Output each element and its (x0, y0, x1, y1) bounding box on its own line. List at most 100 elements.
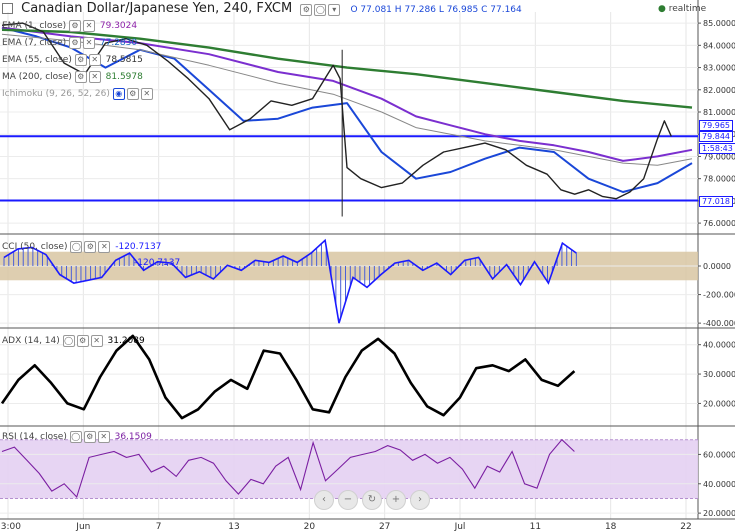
rsi-tick-label: 40.0000 (703, 480, 735, 489)
legend-cci-label: CCI (50, close) (2, 242, 68, 252)
legend-rsi-label: RSI (14, close) (2, 432, 67, 442)
ma200-close-icon[interactable]: ✕ (88, 71, 101, 83)
price-tag-high-label: 79.965 (702, 121, 730, 130)
settings-icon[interactable]: ⚙ (300, 4, 313, 16)
ema7-settings-icon[interactable]: ⚙ (69, 37, 81, 49)
price-tick-label: 79.0000 (703, 152, 735, 161)
cci-tick-label: 0.0000 (703, 262, 731, 271)
low-value: 76.985 (446, 5, 479, 15)
adx-hide-icon[interactable]: ◯ (62, 335, 75, 347)
ema1-settings-icon[interactable]: ⚙ (69, 20, 81, 32)
cci-close-icon[interactable]: ✕ (98, 241, 111, 253)
scroll-right-button[interactable]: › (410, 490, 430, 510)
rsi-close-icon[interactable]: ✕ (97, 431, 110, 443)
x-tick-label: 7 (156, 522, 162, 531)
collapse-icon[interactable] (2, 3, 13, 14)
price-tick-label: 82.0000 (703, 86, 735, 95)
low-key: L (438, 5, 444, 15)
x-tick-label: Jun (75, 522, 90, 531)
price-series-price (1, 22, 672, 200)
chart-header: Canadian Dollar/Japanese Yen, 240, FXCM … (2, 1, 522, 16)
x-tick-label: 27 (379, 522, 390, 531)
legend-ichimoku[interactable]: Ichimoku (9, 26, 52, 26) ◉ ⚙ ✕ (2, 88, 155, 100)
legend-rsi-value: 36.1509 (114, 432, 152, 442)
price-tag-low: 77.018 (699, 196, 733, 207)
legend-ema1[interactable]: EMA (1, close) ⚙ ✕ 79.3024 (2, 20, 137, 32)
legend-ema7[interactable]: EMA (7, close) ⚙ ✕ 77.2830 (2, 37, 137, 49)
legend-ema1-value: 79.3024 (99, 21, 138, 31)
x-tick-label: 11 (530, 522, 541, 531)
price-tick-label: 81.0000 (703, 108, 735, 117)
price-tag-timer: 1:58:43 (699, 143, 735, 154)
price-tick-label: 84.0000 (703, 41, 735, 50)
legend-ema1-label: EMA (1, close) (2, 21, 67, 31)
hide-icon[interactable]: ◯ (314, 4, 327, 16)
x-tick-label: 22 (680, 522, 691, 531)
legend-ema55-value: 78.5815 (105, 55, 143, 65)
adx-settings-icon[interactable]: ⚙ (76, 335, 89, 347)
legend-ema55-label: EMA (55, close) (2, 55, 72, 65)
reset-zoom-button[interactable]: ↻ (362, 490, 382, 510)
chart-header-buttons: ⚙ ◯ ▾ (300, 1, 346, 16)
realtime-indicator: ● realtime (658, 4, 706, 14)
high-value: 77.286 (404, 5, 436, 15)
realtime-label: realtime (668, 4, 707, 14)
scroll-left-button[interactable]: ‹ (314, 490, 334, 510)
high-key: H (394, 5, 402, 15)
ema7-close-icon[interactable]: ✕ (83, 37, 95, 49)
price-series-ema-1-close- (1, 26, 693, 162)
x-tick-label: 18 (605, 522, 617, 531)
legend-adx-label: ADX (14, 14) (2, 336, 60, 346)
open-key: O (350, 5, 358, 15)
ohlc-readout: O 77.081 H 77.286 L 76.985 C 77.164 (350, 5, 521, 15)
rsi-band (0, 439, 698, 499)
rsi-tick-label: 60.0000 (703, 450, 735, 459)
ichimoku-settings-icon[interactable]: ⚙ (126, 88, 139, 100)
cci-tick-label: -200.0000 (703, 291, 735, 300)
price-series-ema-7-close- (1, 26, 693, 193)
legend-ema55[interactable]: EMA (55, close) ⚙ ✕ 78.5815 (2, 54, 143, 66)
symbol-title[interactable]: Canadian Dollar/Japanese Yen, 240, FXCM (21, 1, 293, 16)
legend-ma200-value: 81.5978 (105, 72, 143, 82)
ichimoku-eye-icon[interactable]: ◉ (112, 88, 125, 100)
ema1-close-icon[interactable]: ✕ (83, 20, 95, 32)
ema55-close-icon[interactable]: ✕ (88, 54, 101, 66)
price-series-ema-55-close- (1, 33, 693, 166)
zoom-in-button[interactable]: + (386, 490, 406, 510)
cci-hide-icon[interactable]: ◯ (70, 241, 83, 253)
cci-settings-icon[interactable]: ⚙ (84, 241, 97, 253)
price-axis-bg (698, 0, 735, 531)
close-value: 77.164 (490, 5, 522, 15)
legend-rsi[interactable]: RSI (14, close) ◯ ⚙ ✕ 36.1509 (2, 431, 152, 443)
price-series-ma-200-close- (1, 28, 693, 109)
price-tick-label: 85.0000 (703, 19, 735, 28)
legend-ma200[interactable]: MA (200, close) ⚙ ✕ 81.5978 (2, 71, 143, 83)
legend-cci[interactable]: CCI (50, close) ◯ ⚙ ✕ -120.7137 (2, 241, 161, 253)
legend-adx[interactable]: ADX (14, 14) ◯ ⚙ ✕ 31.2089 (2, 335, 145, 347)
adx-tick-label: 40.0000 (703, 341, 735, 350)
x-tick-label: 20 (304, 522, 316, 531)
legend-cci-value: -120.7137 (115, 242, 162, 252)
legend-cci-second: -120.7137 (134, 258, 180, 268)
rsi-settings-icon[interactable]: ⚙ (83, 431, 96, 443)
adx-close-icon[interactable]: ✕ (90, 335, 103, 347)
rsi-line (1, 438, 575, 499)
close-key: C (481, 5, 488, 15)
realtime-dot-icon: ● (658, 4, 666, 14)
legend-cci-value2: -120.7137 (134, 258, 181, 268)
price-tick-label: 83.0000 (703, 64, 735, 73)
price-tag-last-label: 79.844 (702, 132, 730, 141)
ema55-settings-icon[interactable]: ⚙ (74, 54, 87, 66)
price-tag-last: 79.844 (699, 131, 733, 142)
rsi-hide-icon[interactable]: ◯ (69, 431, 82, 443)
more-icon[interactable]: ▾ (328, 4, 341, 16)
zoom-out-button[interactable]: − (338, 490, 358, 510)
ma200-settings-icon[interactable]: ⚙ (74, 71, 87, 83)
x-tick-label: 13 (228, 522, 239, 531)
legend-adx-value: 31.2089 (107, 336, 145, 346)
price-tag-timer-label: 1:58:43 (702, 144, 733, 153)
cci-line (3, 238, 577, 324)
ichimoku-close-icon[interactable]: ✕ (140, 88, 153, 100)
cci-tick-label: -400.0000 (703, 319, 735, 328)
